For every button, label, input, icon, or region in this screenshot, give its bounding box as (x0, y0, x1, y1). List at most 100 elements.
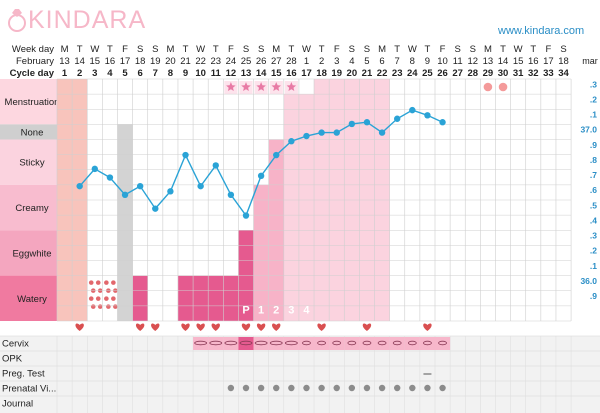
weekday-cell: M (61, 44, 69, 55)
temperature-point[interactable] (242, 212, 250, 219)
fertile-window-cell (314, 337, 330, 350)
intercourse-heart-icon (211, 323, 220, 331)
date-cell: 8 (410, 56, 415, 67)
fertile-window-cell (419, 337, 435, 350)
cycle-day-cell: 13 (241, 68, 252, 79)
date-cell: 2 (319, 56, 324, 67)
month-row-label: February (16, 56, 54, 67)
date-cell: 14 (498, 56, 509, 67)
spotting-dot (106, 304, 111, 309)
row-band-menstruation (0, 79, 57, 125)
cycle-day-cell: 19 (331, 68, 342, 79)
temperature-point[interactable] (76, 182, 83, 190)
temperature-point[interactable] (273, 151, 280, 159)
temperature-point[interactable] (363, 119, 371, 126)
intercourse-heart-icon (196, 323, 205, 331)
cycle-day-cell: 4 (107, 68, 113, 79)
weekday-cell: S (364, 44, 370, 55)
fertile-window-cell (223, 337, 239, 350)
fertile-window-cell (389, 337, 405, 350)
cycle-day-cell: 34 (558, 68, 569, 79)
cervix-icon (209, 340, 223, 346)
cycle-day-cell: 26 (437, 68, 448, 79)
temperature-point[interactable] (409, 106, 416, 114)
temperature-point[interactable] (394, 115, 401, 122)
prenatal-vitamin-dot (288, 384, 295, 392)
weekday-cell: W (302, 44, 311, 55)
row-band-eggwhite (0, 230, 57, 276)
fluid-bar (223, 275, 239, 321)
weekday-cell: W (408, 44, 417, 55)
cervix-icon (254, 340, 268, 346)
weekday-cell: T (77, 44, 83, 55)
temperature-point[interactable] (136, 182, 144, 190)
date-cell: 24 (226, 56, 237, 67)
spotting-dot (111, 296, 116, 301)
row-label-sticky: Sticky (19, 158, 45, 169)
weekday-cell: T (213, 44, 219, 55)
website-link[interactable]: www.kindara.com (498, 25, 585, 37)
row-label-creamy: Creamy (15, 203, 49, 214)
fluid-bar (298, 94, 315, 321)
cervix-icon (317, 340, 327, 346)
peak-day-label: 4 (303, 304, 310, 316)
fertile-window-cell (359, 337, 375, 350)
weekday-cell: F (122, 44, 128, 55)
date-cell: 25 (241, 56, 252, 67)
date-cell: 23 (210, 56, 221, 67)
temperature-point[interactable] (257, 172, 265, 179)
temperature-point[interactable] (333, 129, 340, 136)
temperature-point[interactable] (167, 188, 174, 195)
cervix-icon (194, 340, 208, 346)
temperature-point[interactable] (182, 151, 189, 159)
date-cell: 16 (105, 56, 116, 67)
temp-scale-label: .7 (590, 170, 597, 180)
spotting-dot (95, 280, 101, 285)
row-label-watery: Watery (17, 294, 47, 305)
temperature-point[interactable] (91, 165, 99, 173)
next-period-dot (498, 82, 508, 92)
peak-day-label: 2 (273, 304, 279, 316)
bottom-row-label-cervix: Cervix (2, 339, 29, 350)
weekday-cell: S (137, 44, 143, 55)
bottom-row-label-prenatal: Prenatal Vi... (2, 384, 56, 395)
cervix-icon (332, 340, 342, 346)
temperature-point[interactable] (378, 129, 386, 136)
cycle-day-cell: 1 (62, 68, 68, 79)
date-cell: 16 (528, 56, 539, 67)
weekday-cell: S (243, 44, 249, 55)
temperature-point[interactable] (439, 119, 446, 126)
weekday-cell: T (425, 44, 431, 55)
bottom-row-label-preg_test: Preg. Test (2, 369, 45, 380)
weekday-cell: T (288, 44, 294, 55)
weekday-cell: M (272, 44, 280, 55)
temperature-point[interactable] (152, 205, 159, 212)
star-icon (286, 82, 297, 91)
temperature-point[interactable] (424, 112, 431, 119)
prenatal-vitamin-dot (363, 384, 371, 392)
brand-name: KINDARA (28, 5, 147, 34)
spotting-dot (104, 280, 109, 285)
spotting-dot (90, 304, 96, 309)
temperature-point[interactable] (227, 191, 235, 199)
temperature-point[interactable] (212, 162, 219, 169)
cycle-day-cell: 9 (183, 68, 188, 79)
date-cell: 5 (364, 56, 369, 67)
temperature-point[interactable] (197, 182, 204, 190)
weekday-cell: T (107, 44, 113, 55)
fluid-bar (132, 275, 148, 321)
date-cell: 28 (286, 56, 297, 67)
weekday-cell: S (349, 44, 355, 55)
temperature-point[interactable] (303, 132, 310, 140)
weekday-cell: F (228, 44, 234, 55)
row-band-creamy (0, 184, 57, 231)
temperature-point[interactable] (348, 120, 356, 128)
temperature-point[interactable] (288, 138, 295, 145)
temperature-point[interactable] (318, 129, 325, 136)
prenatal-vitamin-dot (378, 384, 386, 392)
temperature-point[interactable] (106, 174, 114, 181)
fertile-window-cell (208, 337, 224, 350)
date-cell: 7 (395, 56, 400, 67)
cycle-day-cell: 3 (92, 68, 97, 79)
temperature-point[interactable] (121, 191, 129, 199)
